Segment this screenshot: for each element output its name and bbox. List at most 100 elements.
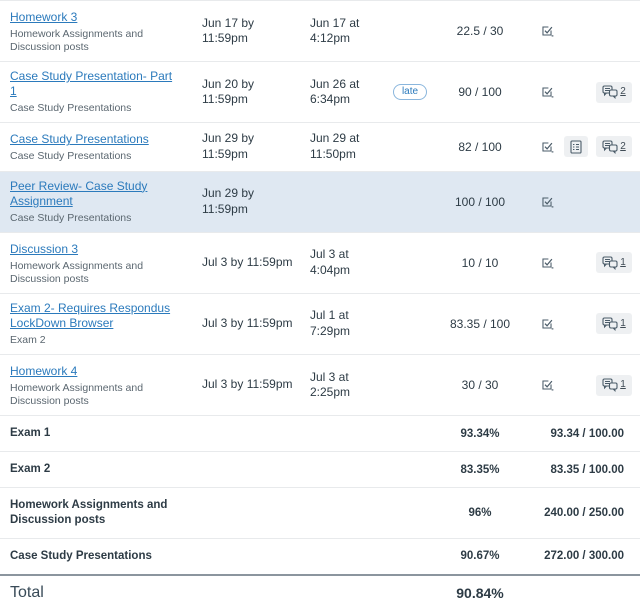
assignment-link[interactable]: Peer Review- Case Study Assignment	[10, 178, 148, 208]
comment-count: 2	[620, 86, 626, 98]
comments-icon	[602, 140, 618, 154]
assignment-group-label: Exam 2	[10, 333, 46, 346]
table-row: Homework 4 Homework Assignments and Disc…	[0, 354, 640, 415]
group-summary-row: Case Study Presentations 90.67% 272.00 /…	[0, 538, 640, 574]
icons-cell: 1	[530, 252, 640, 274]
due-date: Jun 29 by 11:59pm	[202, 131, 255, 161]
group-percent: 83.35%	[460, 463, 500, 476]
assignment-link[interactable]: Case Study Presentation- Part 1	[10, 69, 173, 99]
comments-icon	[602, 317, 618, 331]
due-date: Jun 17 by 11:59pm	[202, 15, 255, 46]
group-summary-row: Homework Assignments and Discussion post…	[0, 487, 640, 538]
late-status-badge: late	[392, 84, 428, 101]
table-row: Exam 2- Requires Respondus LockDown Brow…	[0, 292, 640, 354]
group-summary-row: Exam 2 83.35% 83.35 / 100.00	[0, 451, 640, 487]
comments-button[interactable]: 1	[596, 313, 632, 335]
assignment-group-label: Homework Assignments and Discussion post…	[10, 382, 144, 408]
assignment-name-cell: Exam 2- Requires Respondus LockDown Brow…	[0, 301, 192, 347]
comment-count: 1	[620, 317, 626, 329]
rubric-slot-empty	[564, 252, 588, 273]
total-row: Total 90.84%	[0, 573, 640, 612]
assignment-group-label: Case Study Presentations	[10, 102, 132, 115]
table-row: Case Study Presentation- Part 1 Case Stu…	[0, 61, 640, 122]
group-percent: 90.67%	[460, 550, 500, 563]
assignment-name-cell: Peer Review- Case Study Assignment Case …	[0, 179, 192, 225]
due-date: Jul 3 by 11:59pm	[202, 377, 293, 392]
rubric-slot-empty	[564, 82, 588, 103]
comment-slot-empty	[596, 21, 632, 42]
comments-button[interactable]: 1	[596, 252, 632, 274]
assignment-name-cell: Case Study Presentation- Part 1 Case Stu…	[0, 69, 192, 115]
rubric-slot-empty	[564, 313, 588, 334]
total-percent: 90.84%	[456, 584, 504, 601]
score: 82 / 100	[458, 139, 502, 154]
group-name: Case Study Presentations	[10, 550, 152, 562]
icons-cell: 2	[530, 81, 640, 103]
assignment-link[interactable]: Discussion 3	[10, 241, 79, 256]
group-percent: 93.34%	[460, 427, 500, 440]
comments-icon	[602, 256, 618, 270]
comment-count: 1	[620, 379, 626, 391]
group-name: Exam 1	[10, 427, 51, 440]
group-summary-row: Exam 1 93.34% 93.34 / 100.00	[0, 415, 640, 451]
comment-count: 1	[620, 256, 626, 268]
comments-button[interactable]: 2	[596, 81, 632, 103]
submitted-date: Jun 29 at 11:50pm	[310, 131, 360, 161]
submitted-date: Jul 1 at 7:29pm	[310, 308, 351, 338]
assignment-group-label: Case Study Presentations	[10, 211, 132, 224]
graded-check-icon	[540, 316, 554, 332]
assignment-link[interactable]: Case Study Presentations	[10, 132, 149, 147]
rubric-slot-empty	[564, 21, 588, 42]
icons-cell	[530, 191, 640, 212]
due-date: Jul 3 by 11:59pm	[202, 254, 293, 269]
icons-cell: 1	[530, 313, 640, 335]
assignment-name-cell: Discussion 3 Homework Assignments and Di…	[0, 240, 192, 286]
graded-check-icon	[540, 23, 554, 39]
rubric-slot-empty	[564, 375, 588, 396]
comments-icon	[602, 85, 618, 99]
rubric-button[interactable]	[564, 136, 588, 158]
group-name: Homework Assignments and Discussion post…	[10, 499, 168, 527]
group-points: 272.00 / 300.00	[544, 550, 624, 563]
submitted-date: Jul 3 at 2:25pm	[310, 369, 351, 400]
group-points: 240.00 / 250.00	[544, 507, 624, 520]
graded-check-icon	[540, 377, 554, 393]
score: 10 / 10	[461, 255, 499, 270]
table-row: Case Study Presentations Case Study Pres…	[0, 122, 640, 170]
assignment-name-cell: Homework 4 Homework Assignments and Disc…	[0, 362, 192, 408]
comments-button[interactable]: 1	[596, 374, 632, 396]
table-row: Discussion 3 Homework Assignments and Di…	[0, 231, 640, 293]
comments-icon	[602, 378, 618, 392]
rubric-icon	[570, 140, 582, 154]
group-name: Exam 2	[10, 463, 51, 476]
score: 22.5 / 30	[456, 24, 504, 39]
assignment-link[interactable]: Homework 4	[10, 364, 78, 378]
assignment-group-label: Homework Assignments and Discussion post…	[10, 259, 144, 285]
assignment-link[interactable]: Exam 2- Requires Respondus LockDown Brow…	[10, 300, 171, 330]
group-percent: 96%	[468, 507, 492, 520]
comment-count: 2	[620, 140, 626, 152]
graded-check-icon	[540, 139, 554, 155]
submitted-date: Jun 26 at 6:34pm	[310, 76, 360, 107]
score: 83.35 / 100	[449, 316, 511, 331]
score: 100 / 100	[454, 194, 506, 209]
due-date: Jun 29 by 11:59pm	[202, 185, 255, 216]
comment-slot-empty	[596, 191, 632, 212]
icons-cell: 1	[530, 374, 640, 396]
assignment-name-cell: Case Study Presentations Case Study Pres…	[0, 130, 192, 163]
rubric-slot-empty	[564, 191, 588, 212]
total-label: Total	[10, 583, 44, 601]
score: 90 / 100	[458, 85, 502, 100]
submitted-date: Jul 3 at 4:04pm	[310, 247, 351, 277]
graded-check-icon	[540, 84, 554, 100]
assignment-name-cell: Homework 3 Homework Assignments and Disc…	[0, 8, 192, 54]
status-cell: late	[390, 84, 430, 101]
graded-check-icon	[540, 255, 554, 271]
table-row-selected: Peer Review- Case Study Assignment Case …	[0, 170, 640, 232]
assignment-group-label: Case Study Presentations	[10, 150, 132, 163]
comments-button[interactable]: 2	[596, 136, 632, 158]
group-points: 83.35 / 100.00	[550, 463, 624, 476]
table-row: Homework 3 Homework Assignments and Disc…	[0, 0, 640, 61]
assignment-link[interactable]: Homework 3	[10, 10, 78, 24]
